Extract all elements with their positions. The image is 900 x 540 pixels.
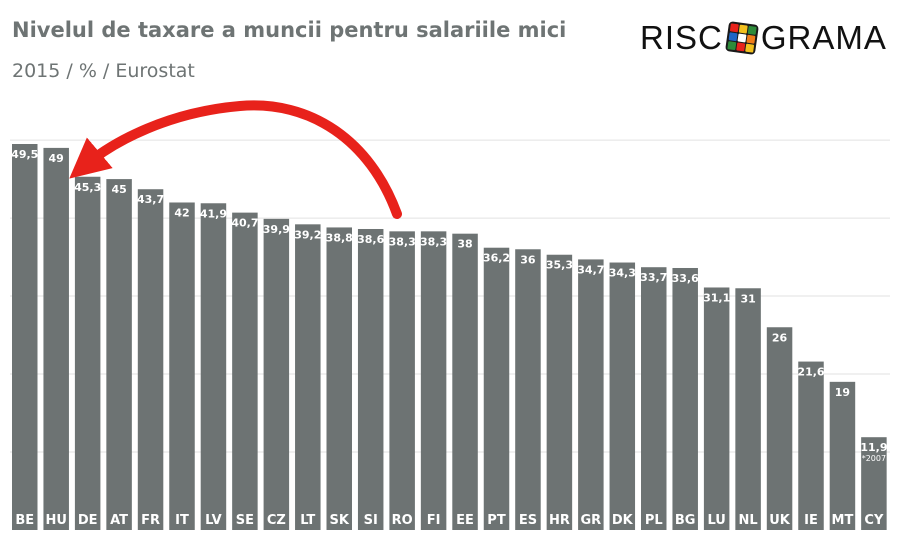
category-label: SE <box>236 513 254 528</box>
value-label: 34,3 <box>609 267 636 280</box>
bar-fr <box>137 189 164 531</box>
value-label: 33,7 <box>640 271 667 284</box>
category-label: RO <box>392 513 413 528</box>
category-label: LT <box>300 513 315 528</box>
chart-subtitle: 2015 / % / Eurostat <box>12 60 195 82</box>
category-label: PL <box>645 513 663 528</box>
bar-ie <box>798 361 824 530</box>
category-label: PT <box>487 513 506 528</box>
category-label: BG <box>675 513 696 528</box>
category-label: DK <box>612 513 634 528</box>
value-label: 36,2 <box>483 252 510 265</box>
category-label: SK <box>330 513 350 528</box>
value-label: 21,6 <box>797 366 824 379</box>
category-label: MT <box>832 513 854 528</box>
category-label: LV <box>205 513 222 528</box>
value-label: 31 <box>740 292 755 305</box>
chart-title: Nivelul de taxare a muncii pentru salari… <box>12 18 567 42</box>
category-label: IT <box>175 513 189 528</box>
bar-at <box>106 179 132 530</box>
value-label: 39,2 <box>294 228 321 241</box>
bar-sk <box>326 227 352 530</box>
category-label: GR <box>581 513 602 528</box>
bar-be <box>12 144 38 530</box>
value-label: 45 <box>111 183 126 196</box>
bar-pt <box>483 247 510 530</box>
bar-cz <box>263 218 290 531</box>
bar-hr <box>546 254 573 530</box>
bar-gr <box>578 259 604 530</box>
bar-hu <box>43 147 69 530</box>
bar-it <box>169 202 195 530</box>
bar-ee <box>452 233 478 531</box>
category-label: LU <box>707 513 725 528</box>
value-label: 19 <box>835 386 850 399</box>
category-label: HR <box>549 513 570 528</box>
bar-fi <box>420 231 447 530</box>
value-label: 36 <box>520 253 536 266</box>
category-label: AT <box>110 513 128 528</box>
bar-dk <box>609 262 636 530</box>
value-label: 26 <box>772 331 788 344</box>
category-label: ES <box>519 513 537 528</box>
value-label: 38,3 <box>420 235 447 248</box>
footnote-label: *2007 <box>862 454 886 463</box>
value-label: 35,3 <box>546 259 573 272</box>
category-label: UK <box>769 513 791 528</box>
category-label: CY <box>864 513 884 528</box>
bar-cy <box>861 437 887 530</box>
category-label: FI <box>427 513 441 528</box>
bar-ro <box>389 231 415 530</box>
bar-lu <box>703 287 730 530</box>
labels: 49,5 BE 49 HU 45,3 DE 45 AT 43,7 FR 42 IT 41,9 LV 40,7… <box>11 148 887 528</box>
value-label: 40,7 <box>231 217 258 230</box>
bars <box>12 144 887 531</box>
value-label: 38,8 <box>326 231 353 244</box>
value-label: 49 <box>49 152 64 165</box>
value-label: 45,3 <box>74 181 101 194</box>
category-label: CZ <box>267 513 286 528</box>
value-label: 31,1 <box>703 291 730 304</box>
category-label: FR <box>141 513 160 528</box>
value-label: 49,5 <box>11 148 38 161</box>
category-label: DE <box>78 513 98 528</box>
value-label: 38,3 <box>389 235 416 248</box>
bar-uk <box>766 327 793 530</box>
rubik-cube-icon <box>725 21 759 55</box>
category-label: HU <box>45 513 66 528</box>
bar-pl <box>641 267 667 530</box>
category-label: NL <box>739 513 758 528</box>
bar-de <box>74 176 101 530</box>
value-label: 11,9 <box>860 441 887 454</box>
logo-text-right: GRAMA <box>760 19 887 56</box>
category-label: BE <box>15 513 34 528</box>
bar-se <box>232 212 258 530</box>
value-label: 41,9 <box>200 207 227 220</box>
category-label: IE <box>804 513 818 528</box>
category-label: EE <box>456 513 474 528</box>
value-label: 43,7 <box>137 193 164 206</box>
category-label: SI <box>364 513 378 528</box>
riscograma-logo: RISC GRAMA <box>640 18 887 58</box>
bar-es <box>515 249 541 531</box>
bar-mt <box>829 381 856 530</box>
logo-text-left: RISC <box>640 19 723 56</box>
value-label: 38,6 <box>357 233 384 246</box>
value-label: 39,9 <box>263 223 290 236</box>
value-label: 34,7 <box>577 263 604 276</box>
bar-nl <box>735 288 761 530</box>
value-label: 38 <box>457 238 472 251</box>
value-label: 42 <box>174 206 189 219</box>
arrow-annotation <box>69 100 402 219</box>
value-label: 33,6 <box>672 272 699 285</box>
bar-lt <box>295 224 321 530</box>
bar-si <box>357 228 384 530</box>
bar-lv <box>200 203 227 530</box>
bar-bg <box>672 267 698 530</box>
